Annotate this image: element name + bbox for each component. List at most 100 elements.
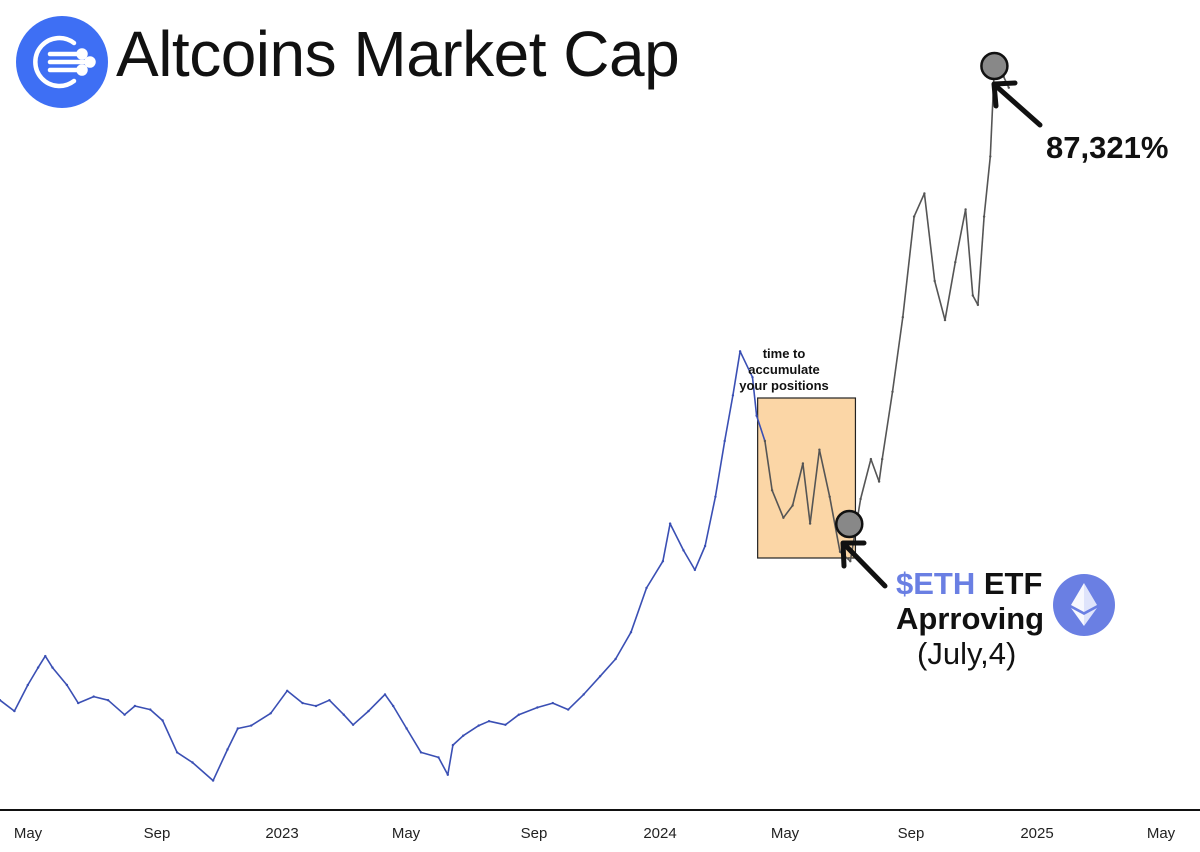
x-tick-label: Sep (898, 825, 925, 842)
series-segment (859, 458, 872, 500)
data-point (392, 704, 395, 708)
series-segment (723, 395, 734, 442)
brand-logo (16, 16, 108, 108)
series-segment (977, 216, 985, 305)
x-tick-label: Sep (144, 825, 171, 842)
series-segment (771, 489, 785, 519)
series-segment (405, 728, 422, 753)
series-segment (302, 702, 317, 707)
etf-word: ETF (975, 566, 1043, 601)
data-point (849, 560, 852, 563)
data-point (383, 693, 387, 696)
data-point (92, 695, 95, 698)
data-point (614, 657, 617, 661)
series-segment (392, 705, 408, 729)
series-segment (583, 675, 601, 695)
series-segment (751, 377, 758, 416)
data-point (175, 751, 179, 754)
series-segment (704, 496, 717, 547)
series-segment (964, 209, 974, 296)
series-segment (161, 720, 178, 753)
series-segment (478, 720, 490, 727)
data-point (123, 713, 126, 716)
data-point (933, 279, 936, 283)
data-point (314, 704, 318, 708)
data-point (236, 727, 239, 730)
data-point (77, 701, 80, 705)
data-point (682, 549, 685, 552)
series-segment (462, 724, 480, 737)
data-point (367, 709, 370, 713)
x-tick-label: May (771, 825, 800, 842)
data-point (551, 701, 554, 705)
series-segment (93, 695, 109, 701)
series-segment (599, 658, 617, 677)
brand-logo-icon (33, 35, 96, 89)
series-segment (315, 699, 330, 707)
series-segment (552, 702, 569, 711)
series-segment (44, 655, 54, 669)
data-point (976, 303, 980, 307)
data-point (44, 654, 47, 658)
series-segment (328, 699, 345, 716)
series-segment (250, 712, 272, 727)
series-segment (870, 458, 880, 482)
series-segment (732, 351, 741, 396)
x-tick-label: May (14, 825, 43, 842)
ethereum-icon (1053, 574, 1115, 636)
etf-arrow (840, 540, 888, 589)
series-segment (902, 216, 915, 318)
price-series (0, 64, 1010, 782)
page-title: Altcoins Market Cap (116, 18, 680, 90)
data-point (0, 699, 2, 702)
data-point (982, 215, 986, 218)
data-point (536, 706, 539, 709)
data-point (269, 712, 272, 715)
series-segment (27, 667, 39, 686)
series-segment (989, 65, 996, 157)
etf-caption-line1: $ETH ETF (896, 566, 1042, 602)
series-segment (537, 702, 554, 709)
series-segment (134, 705, 151, 711)
series-segment (923, 193, 936, 282)
series-segment (51, 667, 68, 686)
series-segment (891, 317, 904, 392)
data-point (763, 439, 767, 443)
series-segment (630, 587, 648, 633)
data-point (901, 316, 904, 319)
series-segment (504, 714, 520, 726)
x-tick-label: May (1147, 825, 1176, 842)
data-point (818, 448, 821, 451)
data-point (36, 666, 40, 669)
series-segment (447, 744, 454, 775)
series-segment (37, 655, 46, 669)
series-segment (518, 706, 538, 716)
data-point (286, 689, 289, 692)
series-segment (107, 699, 126, 716)
series-segment (972, 295, 979, 306)
series-segment (124, 705, 136, 716)
data-point (582, 693, 585, 696)
data-point (881, 457, 884, 461)
data-point (923, 192, 926, 195)
series-segment (791, 463, 804, 506)
data-point (351, 723, 355, 726)
series-segment (983, 156, 992, 217)
series-segment (343, 714, 354, 726)
series-segment (809, 449, 821, 524)
peak-arrow (991, 80, 1043, 128)
data-point (462, 734, 465, 737)
data-point (828, 495, 831, 498)
data-point (477, 724, 480, 727)
series-segment (352, 710, 370, 726)
data-point (943, 318, 947, 322)
series-segment (367, 693, 386, 712)
x-tick-label: May (392, 825, 421, 842)
series-segment (933, 280, 946, 321)
data-point (869, 457, 873, 461)
series-segment (881, 391, 894, 460)
data-point (161, 719, 164, 722)
etf-caption-line2: Aprroving (896, 601, 1045, 636)
eth-ticker: $ETH (896, 566, 976, 601)
